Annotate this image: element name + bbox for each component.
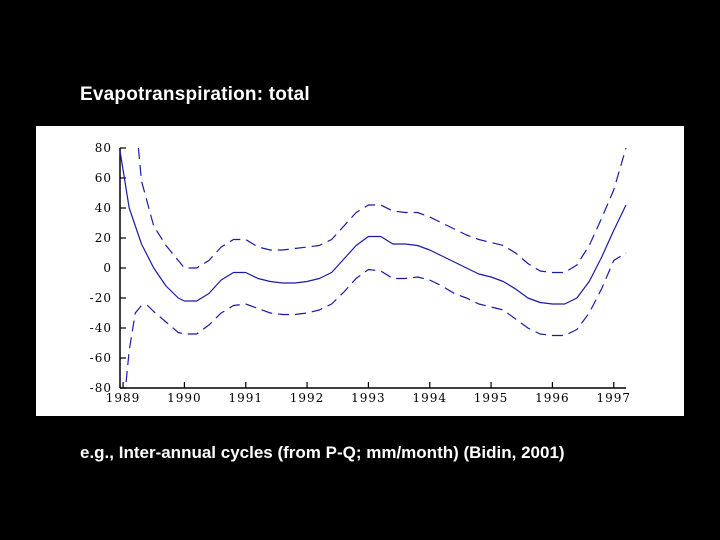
y-ticks: 80 60 40 20 0 -20 -40 -60 -80 <box>90 141 126 395</box>
y-tick-label: -20 <box>90 291 112 305</box>
y-tick-label: 20 <box>95 231 112 245</box>
x-tick-label: 1997 <box>596 391 631 405</box>
y-tick-label: -60 <box>90 351 112 365</box>
x-tick-label: 1991 <box>228 391 263 405</box>
series-line-lower-bound <box>125 252 627 383</box>
slide-caption: e.g., Inter-annual cycles (from P-Q; mm/… <box>80 443 565 462</box>
x-tick-label: 1994 <box>412 391 447 405</box>
slide-title: Evapotranspiration: total <box>80 84 310 105</box>
y-tick-label: -40 <box>90 321 112 335</box>
x-tick-label: 1992 <box>290 391 325 405</box>
chart-panel: 80 60 40 20 0 -20 -40 -60 -80 1989 1990 1991 1992 19… <box>36 126 684 416</box>
y-tick-label: -80 <box>90 381 112 395</box>
series-line-mean <box>119 150 627 305</box>
x-tick-label: 1990 <box>167 391 202 405</box>
series-group <box>119 147 627 383</box>
x-tick-label: 1993 <box>351 391 386 405</box>
y-tick-label: 40 <box>95 201 112 215</box>
series-line-upper-bound <box>137 147 627 274</box>
x-ticks: 1989 1990 1991 1992 1993 1994 1995 1996 1997 <box>106 382 631 405</box>
x-tick-label: 1996 <box>535 391 570 405</box>
x-tick-label: 1995 <box>474 391 509 405</box>
y-tick-label: 80 <box>95 141 112 155</box>
y-tick-label: 0 <box>103 261 112 275</box>
y-tick-label: 60 <box>95 171 112 185</box>
x-tick-label: 1989 <box>106 391 141 405</box>
